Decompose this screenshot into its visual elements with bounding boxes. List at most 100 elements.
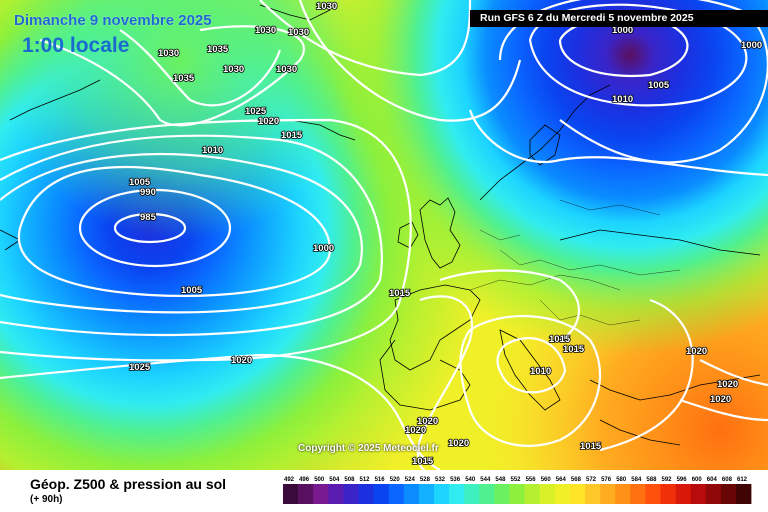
legend-color-swatch [585, 484, 601, 504]
legend-color-swatch [615, 484, 631, 504]
weather-map: 1030 1030 1030 1030 1035 1035 1030 1030 … [0, 0, 768, 470]
legend-color-swatch [298, 484, 314, 504]
isobar-label: 1005 [129, 177, 151, 188]
legend-tick-label: 576 [601, 477, 612, 483]
isobar-label: 1010 [530, 366, 551, 377]
isobar-label: 1020 [710, 394, 731, 405]
legend-color-swatch [479, 484, 495, 504]
legend-tick-label: 524 [405, 477, 416, 483]
coastlines [0, 4, 761, 446]
legend-color-swatch [328, 484, 344, 504]
legend-color-swatch [720, 484, 737, 504]
legend-tick-label: 556 [526, 477, 537, 483]
legend-tick-label: 528 [420, 477, 431, 483]
legend-color-swatch [524, 484, 540, 504]
isobar-label: 1030 [288, 27, 309, 38]
legend-tick-label: 584 [631, 477, 642, 483]
legend-color-swatch [705, 484, 722, 504]
forecast-lead-time: (+ 90h) [30, 494, 63, 505]
isobar-label: 990 [140, 187, 156, 198]
isobars [0, 0, 768, 470]
isobar-label: 1030 [223, 64, 244, 75]
isobar-label: 1000 [612, 25, 633, 36]
color-scale-legend: 492 496 500 504 508 512 516 520 524 528 532 536 540 5… [283, 477, 752, 504]
isobar-label: 985 [140, 212, 157, 223]
legend-tick-label: 580 [616, 477, 627, 483]
isobar-label: 1020 [448, 438, 469, 449]
isobar-label: 1020 [717, 379, 738, 390]
legend-tick-label: 592 [662, 477, 673, 483]
isobar-label: 1030 [158, 48, 179, 59]
legend-tick-label: 548 [495, 477, 506, 483]
legend-color-swatch [554, 484, 571, 504]
isobar-label: 1035 [207, 44, 229, 55]
legend-color-swatch [736, 484, 752, 504]
isobar-label: 1010 [202, 145, 223, 156]
legend-color-swatch [645, 484, 661, 504]
legend-tick-label: 608 [722, 477, 733, 483]
isobar-label: 1035 [173, 73, 195, 84]
legend-color-swatch [373, 484, 389, 504]
legend-tick-label: 500 [314, 477, 325, 483]
legend-tick-label: 492 [284, 477, 295, 483]
isobar-label: 1025 [129, 362, 151, 373]
model-run-banner: Run GFS 6 Z du Mercredi 5 novembre 2025 [470, 10, 768, 27]
legend-tick-label: 512 [360, 477, 371, 483]
forecast-date-title: Dimanche 9 novembre 2025 [14, 12, 212, 29]
isobar-label: 1020 [686, 346, 707, 357]
legend-color-swatch [675, 484, 691, 504]
map-footer: Géop. Z500 & pression au sol (+ 90h) 492… [0, 470, 768, 512]
copyright-notice: Copyright © 2025 Meteociel.fr [298, 443, 439, 454]
legend-color-swatch [509, 484, 525, 504]
isobar-label: 1015 [563, 344, 585, 355]
legend-tick-label: 516 [375, 477, 386, 483]
legend-tick-label: 540 [465, 477, 476, 483]
isobar-label: 1020 [231, 355, 252, 366]
isobar-labels: 1030 1030 1030 1030 1035 1035 1030 1030 … [128, 0, 763, 468]
legend-tick-label: 600 [692, 477, 703, 483]
isobar-label: 1020 [258, 116, 279, 127]
isobar-label: 1015 [549, 334, 571, 345]
legend-tick-label: 536 [450, 477, 461, 483]
isobar-label: 1015 [580, 441, 602, 452]
legend-color-swatch [494, 484, 510, 504]
isobar-label: 1000 [313, 243, 334, 254]
legend-color-swatch [539, 484, 556, 504]
isobar-label: 1025 [245, 106, 267, 117]
legend-tick-label: 604 [707, 477, 718, 483]
legend-color-swatch [388, 484, 405, 504]
isobar-label: 1030 [276, 64, 297, 75]
forecast-local-time: 1:00 locale [22, 34, 130, 57]
borders [469, 199, 681, 326]
legend-tick-label: 496 [299, 477, 310, 483]
legend-tick-label: 532 [435, 477, 446, 483]
isobar-label: 1015 [412, 456, 434, 467]
isobar-label: 1030 [255, 25, 276, 36]
legend-tick-label: 544 [480, 477, 491, 483]
legend-tick-label: 508 [344, 477, 355, 483]
legend-tick-label: 520 [390, 477, 401, 483]
legend-color-swatch [283, 484, 299, 504]
legend-color-swatch [449, 484, 465, 504]
legend-color-swatch [630, 484, 646, 504]
legend-color-swatch [313, 484, 329, 504]
isobar-label: 1010 [612, 94, 633, 105]
isobar-label: 1020 [405, 425, 426, 436]
legend-tick-label: 568 [571, 477, 582, 483]
legend-tick-label: 588 [646, 477, 657, 483]
isobar-label: 1000 [741, 40, 762, 51]
legend-tick-label: 552 [511, 477, 522, 483]
isobar-label: 1005 [648, 80, 670, 91]
legend-color-swatch [660, 484, 676, 504]
legend-color-swatch [569, 484, 586, 504]
map-parameter-title: Géop. Z500 & pression au sol [30, 476, 227, 492]
isobar-label: 1015 [281, 130, 303, 141]
legend-tick-label: 596 [677, 477, 688, 483]
isobar-label: 1015 [389, 288, 411, 299]
isobar-label: 1030 [316, 1, 337, 12]
legend-tick-label: 612 [737, 477, 748, 483]
legend-tick-label: 564 [556, 477, 567, 483]
legend-color-swatch [434, 484, 450, 504]
legend-tick-label: 560 [541, 477, 552, 483]
legend-tick-label: 504 [329, 477, 340, 483]
